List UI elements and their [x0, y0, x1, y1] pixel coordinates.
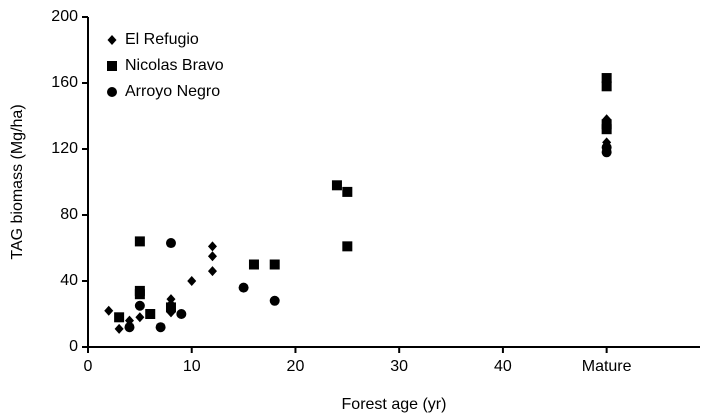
legend-marker: [107, 35, 117, 45]
point: [601, 124, 612, 135]
x-tick-label: 40: [494, 358, 512, 375]
x-tick-label: 20: [287, 358, 305, 375]
point: [331, 180, 342, 191]
y-axis-label: TAG biomass (Mg/ha): [9, 104, 26, 259]
point: [104, 305, 114, 316]
point: [135, 312, 145, 323]
point: [134, 236, 145, 247]
point: [238, 282, 249, 293]
point: [155, 322, 166, 333]
point: [145, 309, 156, 319]
point: [124, 322, 135, 333]
point: [165, 238, 176, 249]
legend-marker: [107, 61, 117, 71]
point: [114, 312, 125, 323]
y-tick-label: 80: [60, 206, 78, 223]
point: [207, 266, 217, 277]
point: [601, 142, 612, 153]
x-tick-label: 30: [390, 358, 408, 375]
point: [601, 81, 612, 92]
x-axis-label: Forest age (yr): [342, 396, 447, 413]
x-tick-label: 10: [183, 358, 201, 375]
legend-label: Nicolas Bravo: [125, 57, 224, 74]
x-tick-label: Mature: [582, 358, 632, 375]
y-tick-label: 200: [51, 8, 78, 25]
point: [134, 289, 145, 300]
point: [187, 276, 197, 286]
point: [165, 302, 176, 313]
y-tick-label: 40: [60, 272, 78, 289]
point: [207, 251, 217, 262]
x-tick-label: 0: [84, 358, 93, 375]
point: [134, 300, 145, 311]
point: [114, 323, 124, 334]
legend-marker: [107, 87, 117, 97]
point: [248, 259, 259, 270]
point: [342, 186, 353, 197]
point: [269, 259, 280, 270]
point: [176, 309, 187, 319]
point: [207, 241, 217, 252]
legend-label: Arroyo Negro: [125, 83, 220, 100]
y-tick-label: 160: [51, 74, 78, 91]
point: [342, 241, 353, 252]
point: [269, 295, 280, 306]
y-tick-label: 120: [51, 140, 78, 157]
y-tick-label: 0: [69, 338, 78, 355]
legend-label: El Refugio: [125, 31, 199, 48]
point: [601, 73, 612, 84]
